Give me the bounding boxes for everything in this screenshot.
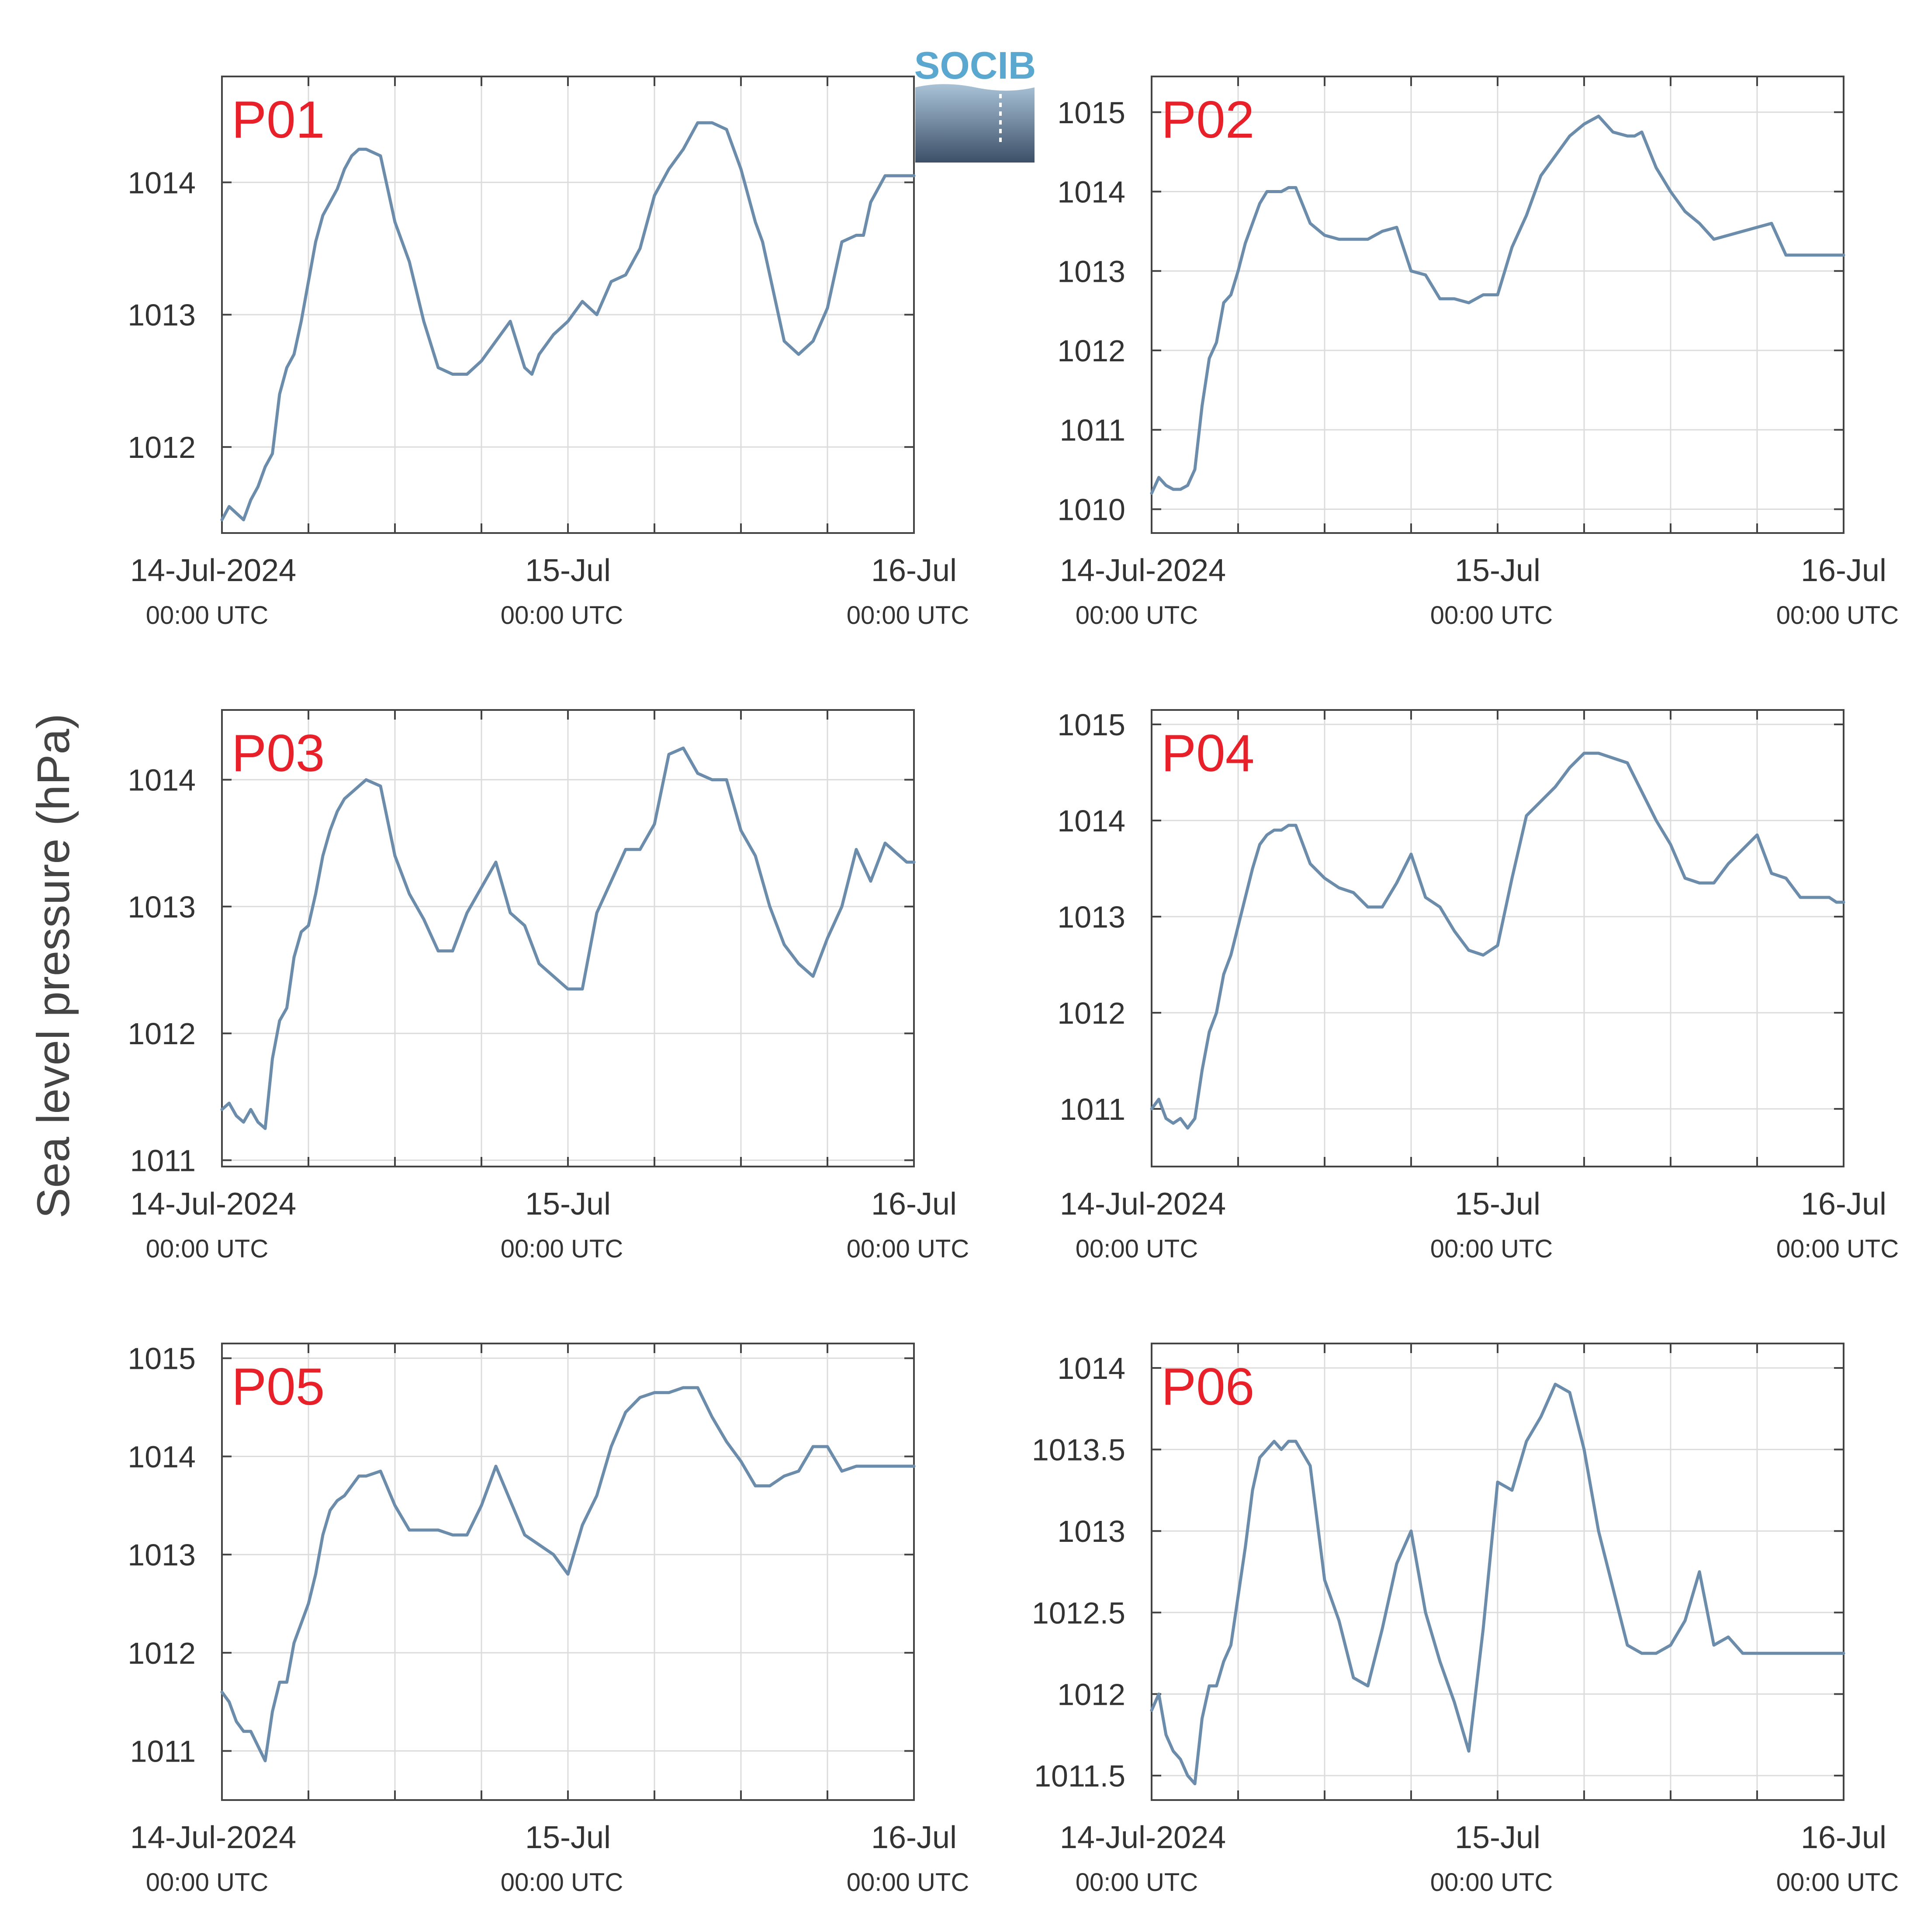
- y-tick-label: 1011: [1059, 413, 1125, 447]
- y-tick-label: 1013: [128, 298, 196, 332]
- x-tick-date-label: 14-Jul-2024: [1060, 1187, 1226, 1222]
- panel-label: P06: [1161, 1357, 1255, 1416]
- socib-logo: SOCIB: [914, 44, 1036, 163]
- y-tick-label: 1012: [128, 1636, 196, 1670]
- x-tick-date-label: 15-Jul: [525, 1187, 611, 1222]
- panel-label: P01: [232, 90, 325, 149]
- x-tick-date-label: 15-Jul: [525, 553, 611, 588]
- series-line-p02: [1150, 114, 1845, 495]
- x-tick-time-label: 00:00 UTC: [146, 601, 268, 630]
- panel-label: P03: [232, 724, 325, 782]
- x-tick-time-label: 00:00 UTC: [847, 1868, 969, 1897]
- y-tick-label: 1012.5: [1032, 1596, 1125, 1630]
- logo-wave: [915, 84, 1035, 163]
- y-tick-label: 1015: [128, 1342, 196, 1376]
- panel-label: P04: [1161, 724, 1255, 782]
- x-tick-time-label: 00:00 UTC: [1776, 1235, 1899, 1263]
- x-tick-date-label: 14-Jul-2024: [130, 1187, 296, 1222]
- y-tick-label: 1014: [1057, 1351, 1125, 1385]
- panel-p05: 1011 1012 1013 1014 1015 14-Jul-2024 00:00 UTC…: [128, 1342, 969, 1897]
- panel-p06: 1011.5 1012 1012.5 1013 1013.5 1014 14-Jul-202…: [1032, 1343, 1899, 1897]
- y-tick-label: 1013: [1057, 254, 1125, 288]
- x-tick-time-label: 00:00 UTC: [501, 1868, 623, 1897]
- x-tick-time-label: 00:00 UTC: [847, 1235, 969, 1263]
- x-tick-date-label: 14-Jul-2024: [130, 553, 296, 588]
- y-tick-label: 1013: [1057, 1514, 1125, 1548]
- logo-text: SOCIB: [914, 44, 1036, 87]
- y-tick-label: 1011: [130, 1735, 196, 1769]
- x-tick-time-label: 00:00 UTC: [1430, 1235, 1553, 1263]
- x-tick-date-label: 15-Jul: [525, 1820, 611, 1855]
- x-tick-time-label: 00:00 UTC: [847, 601, 969, 630]
- y-tick-label: 1014: [128, 1440, 196, 1474]
- x-tick-time-label: 00:00 UTC: [1076, 1235, 1198, 1263]
- y-tick-label: 1012: [128, 430, 196, 464]
- x-tick-time-label: 00:00 UTC: [1430, 1868, 1553, 1897]
- y-axis-label: Sea level pressure (hPa): [28, 713, 79, 1219]
- panel-label: P02: [1161, 90, 1255, 149]
- x-tick-date-label: 14-Jul-2024: [1060, 1820, 1226, 1855]
- y-tick-label: 1014: [128, 166, 196, 200]
- y-tick-label: 1012: [128, 1017, 196, 1051]
- x-tick-date-label: 14-Jul-2024: [130, 1820, 296, 1855]
- y-tick-label: 1015: [1057, 708, 1125, 742]
- x-tick-date-label: 15-Jul: [1455, 553, 1540, 588]
- x-tick-date-label: 16-Jul: [1801, 1187, 1886, 1222]
- x-tick-time-label: 00:00 UTC: [146, 1868, 268, 1897]
- x-tick-time-label: 00:00 UTC: [501, 1235, 623, 1263]
- y-tick-label: 1011.5: [1034, 1759, 1125, 1793]
- x-tick-time-label: 00:00 UTC: [1076, 601, 1198, 630]
- x-tick-date-label: 16-Jul: [871, 1820, 957, 1855]
- x-tick-date-label: 15-Jul: [1455, 1187, 1540, 1222]
- panels: 1012 1013 1014 14-Jul-2024 00:00 UTC 15-Jul 00…: [128, 76, 1899, 1897]
- y-tick-label: 1015: [1057, 96, 1125, 130]
- y-tick-label: 1013: [128, 890, 196, 924]
- x-tick-time-label: 00:00 UTC: [1430, 601, 1553, 630]
- y-tick-label: 1012: [1057, 1677, 1125, 1711]
- panel-p01: 1012 1013 1014 14-Jul-2024 00:00 UTC 15-Jul 00…: [128, 76, 969, 630]
- panel-label: P05: [232, 1357, 325, 1416]
- x-tick-date-label: 15-Jul: [1455, 1820, 1540, 1855]
- y-tick-label: 1014: [1057, 804, 1125, 838]
- series-line-p04: [1150, 751, 1845, 1130]
- panel-p02: 1010 1011 1012 1013 1014 1015 14-Jul-2024 00:00…: [1057, 76, 1899, 630]
- series-line-p06: [1150, 1382, 1845, 1786]
- x-tick-time-label: 00:00 UTC: [1776, 1868, 1899, 1897]
- x-tick-date-label: 16-Jul: [1801, 1820, 1886, 1855]
- y-tick-label: 1011: [1059, 1092, 1125, 1126]
- x-tick-date-label: 16-Jul: [871, 553, 957, 588]
- y-tick-label: 1010: [1057, 492, 1125, 526]
- panel-p04: 1011 1012 1013 1014 1015 14-Jul-2024 00:00 UTC…: [1057, 708, 1899, 1263]
- x-tick-date-label: 14-Jul-2024: [1060, 553, 1226, 588]
- y-tick-label: 1014: [1057, 175, 1125, 209]
- y-tick-label: 1011: [130, 1143, 196, 1177]
- y-tick-label: 1014: [128, 763, 196, 797]
- y-tick-label: 1013.5: [1032, 1433, 1125, 1467]
- x-tick-time-label: 00:00 UTC: [146, 1235, 268, 1263]
- y-tick-label: 1012: [1057, 996, 1125, 1030]
- y-tick-label: 1012: [1057, 334, 1125, 368]
- x-tick-time-label: 00:00 UTC: [1776, 601, 1899, 630]
- series-line-p05: [220, 1386, 916, 1762]
- x-tick-date-label: 16-Jul: [871, 1187, 957, 1222]
- x-tick-time-label: 00:00 UTC: [1076, 1868, 1198, 1897]
- series-line-p03: [220, 746, 916, 1130]
- series-line-p01: [220, 121, 916, 522]
- x-tick-date-label: 16-Jul: [1801, 553, 1886, 588]
- panel-p03: 1011 1012 1013 1014 14-Jul-2024 00:00 UTC 15-J…: [128, 709, 969, 1263]
- y-tick-label: 1013: [1057, 900, 1125, 934]
- x-tick-time-label: 00:00 UTC: [501, 601, 623, 630]
- y-tick-label: 1013: [128, 1538, 196, 1572]
